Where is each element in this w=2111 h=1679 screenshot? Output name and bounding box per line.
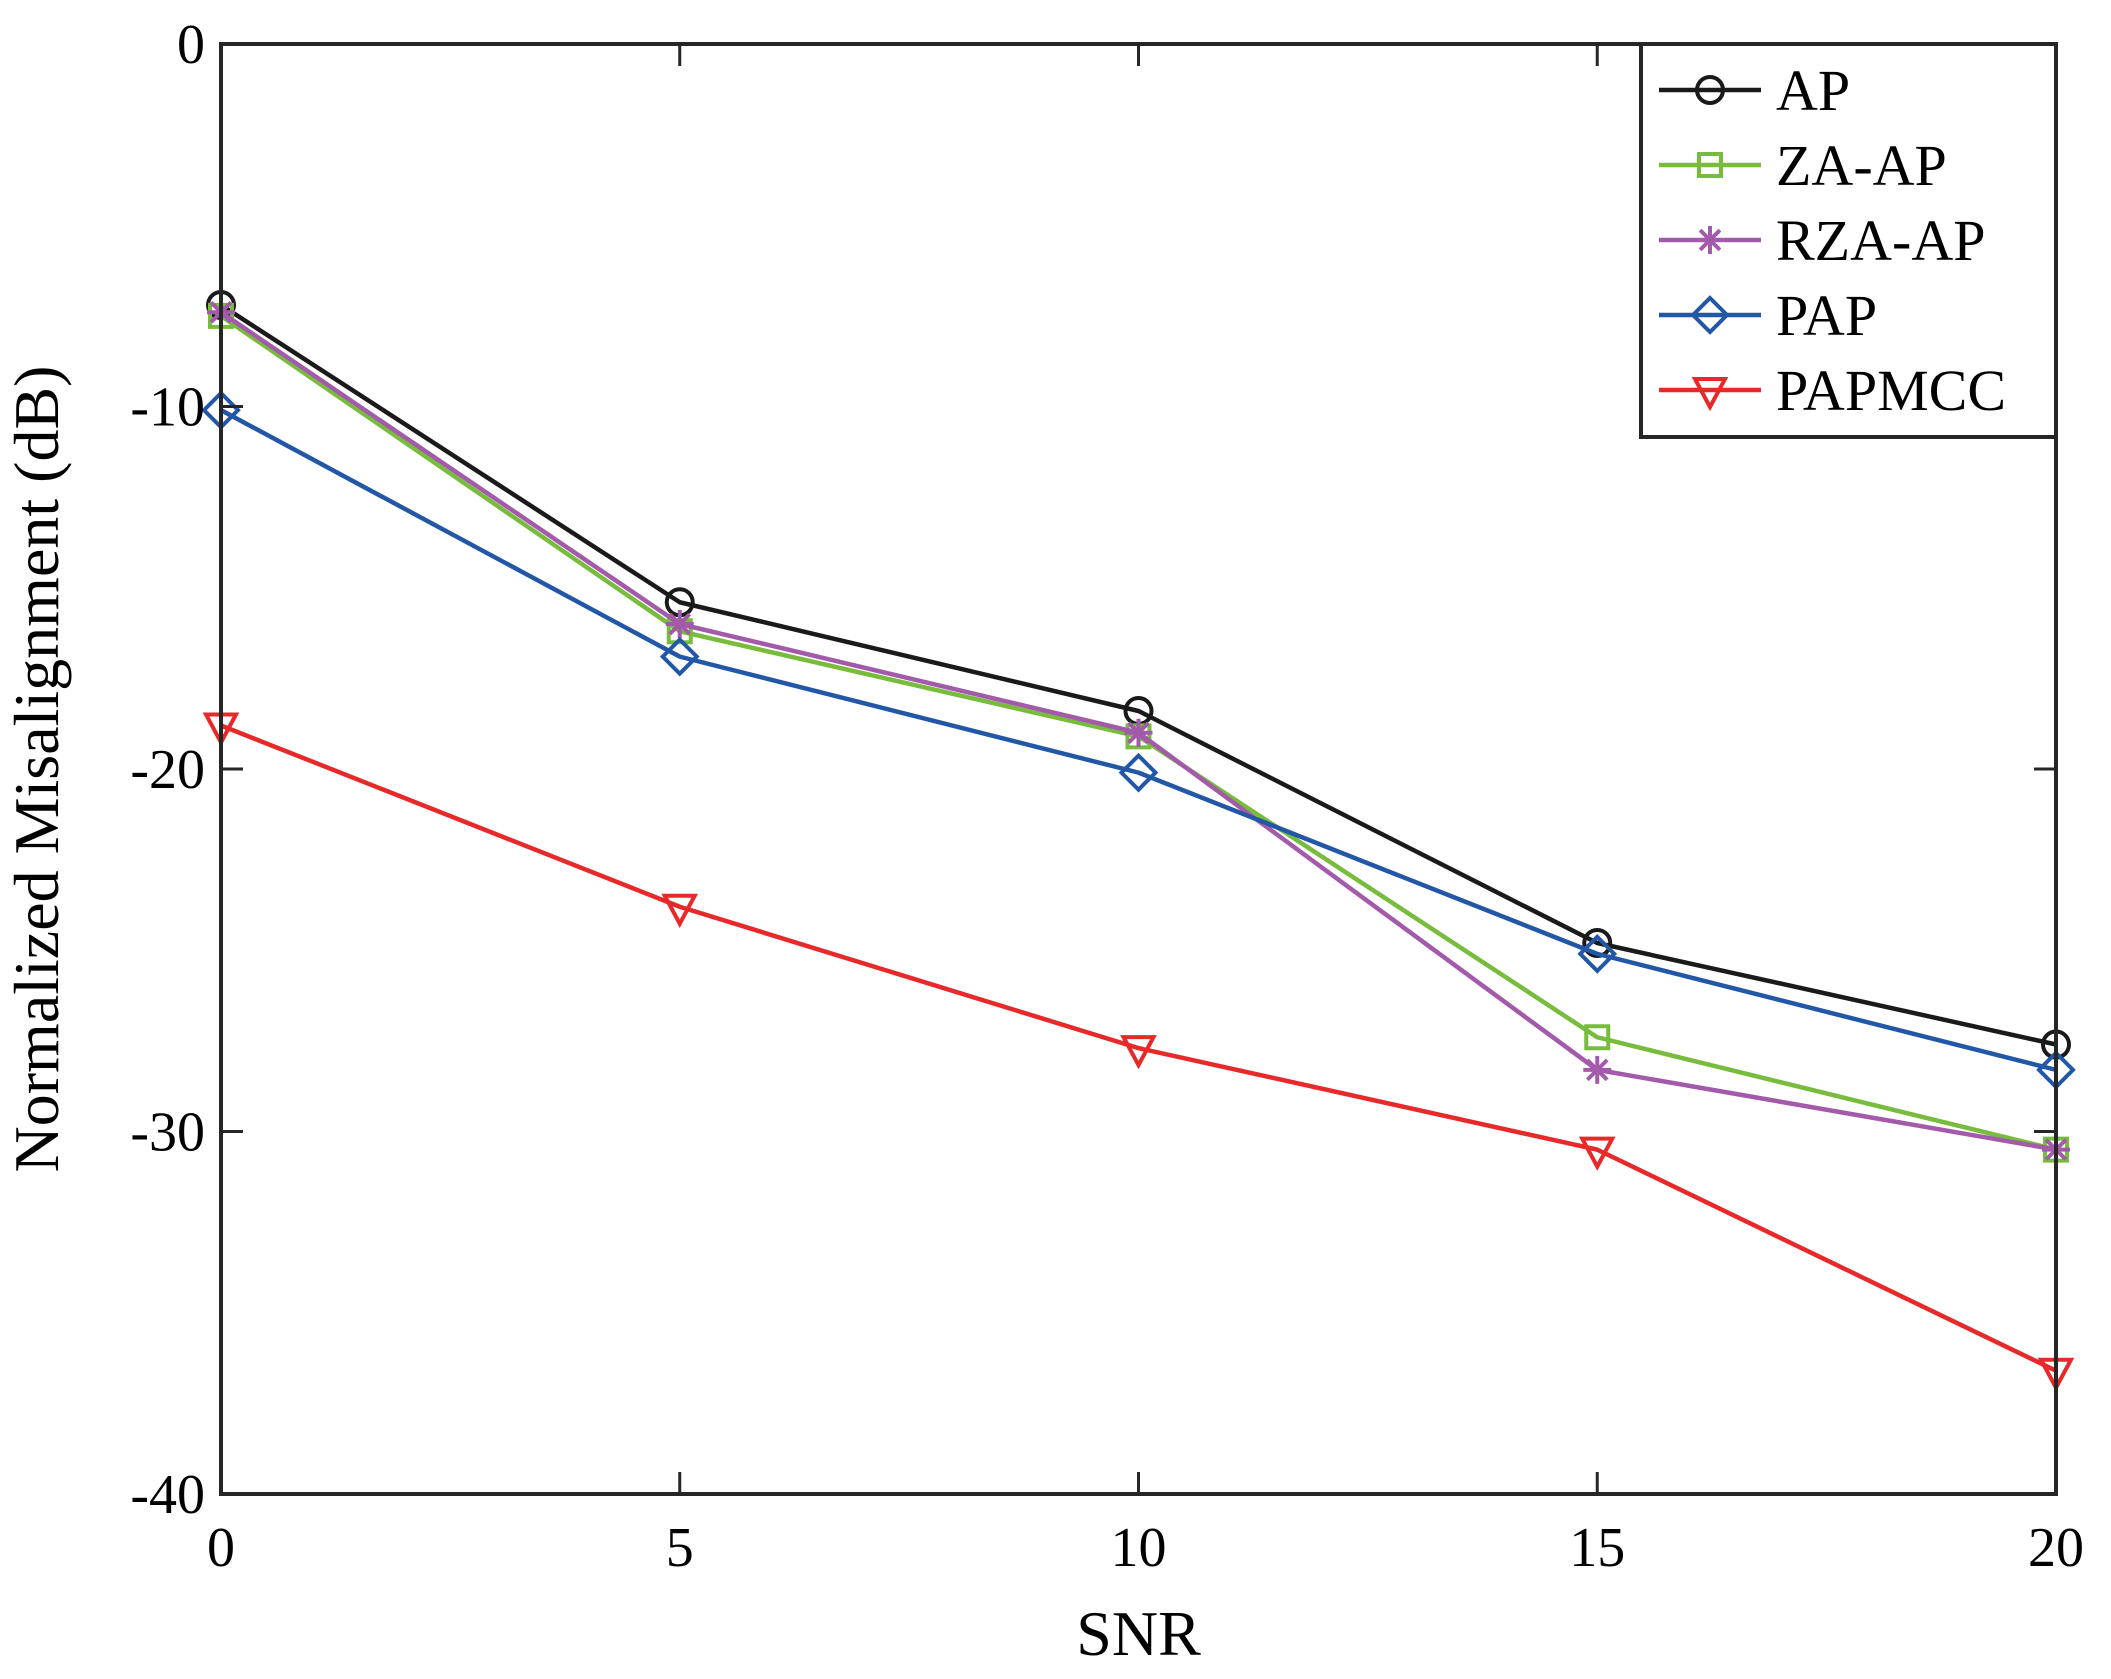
legend: AP ZA-AP RZA-AP PAP PAPMCC <box>1639 42 2058 439</box>
legend-label: ZA-AP <box>1776 133 1947 198</box>
x-tick-label: 20 <box>2028 1517 2084 1579</box>
legend-label: PAP <box>1776 283 1877 348</box>
data-point <box>1120 1035 1157 1070</box>
legend-label: RZA-AP <box>1776 208 1985 273</box>
y-tick-label: 0 <box>177 14 205 76</box>
series-line-papmcc <box>220 723 2057 1373</box>
y-tick-label: -40 <box>130 1464 205 1526</box>
legend-item-papmcc: PAPMCC <box>1659 358 2006 423</box>
data-point <box>665 610 694 638</box>
x-tick-label: 0 <box>207 1517 235 1579</box>
legend-label: PAPMCC <box>1776 358 2006 423</box>
x-tick-label: 5 <box>666 1517 694 1579</box>
legend-item-rza-ap: RZA-AP <box>1659 208 1985 273</box>
series-line-ap <box>219 303 2057 1047</box>
asterisk-stroke <box>1698 228 1722 252</box>
x-axis-label: SNR <box>1076 1598 1201 1669</box>
asterisk-stroke <box>1585 1058 1609 1082</box>
y-tick-label: -30 <box>130 1102 205 1164</box>
data-point <box>1584 1024 1611 1051</box>
series-pap <box>201 390 2076 1090</box>
legend-marker <box>1697 152 1723 178</box>
legend-marker <box>1696 226 1724 254</box>
data-point <box>1577 934 1618 974</box>
asterisk-stroke <box>668 612 692 636</box>
legend-marker <box>1690 295 1730 335</box>
data-point <box>659 636 700 677</box>
legend-marker <box>1691 377 1729 412</box>
x-tick-label: 10 <box>1111 1517 1167 1579</box>
x-tick-label: 15 <box>1569 1517 1625 1579</box>
data-point <box>1578 1136 1616 1171</box>
legend-item-ap: AP <box>1659 58 1850 123</box>
legend-item-za-ap: ZA-AP <box>1659 133 1947 198</box>
data-point <box>1118 752 1159 793</box>
y-tick-label: -10 <box>130 377 205 439</box>
legend-item-pap: PAP <box>1659 283 1877 348</box>
tick-layer: 0 5 10 15 20 0 -10 -20 -30 -40 <box>130 14 2084 1579</box>
legend-marker <box>1695 75 1725 105</box>
asterisk-stroke <box>1127 721 1150 745</box>
series-line-pap <box>219 408 2057 1073</box>
y-axis-label: Normalized Misalignment (dB) <box>1 366 72 1173</box>
data-point <box>661 893 699 928</box>
y-tick-label: -20 <box>130 739 205 801</box>
data-point <box>1124 718 1153 747</box>
data-point <box>1583 1055 1612 1084</box>
legend-label: AP <box>1776 58 1850 123</box>
